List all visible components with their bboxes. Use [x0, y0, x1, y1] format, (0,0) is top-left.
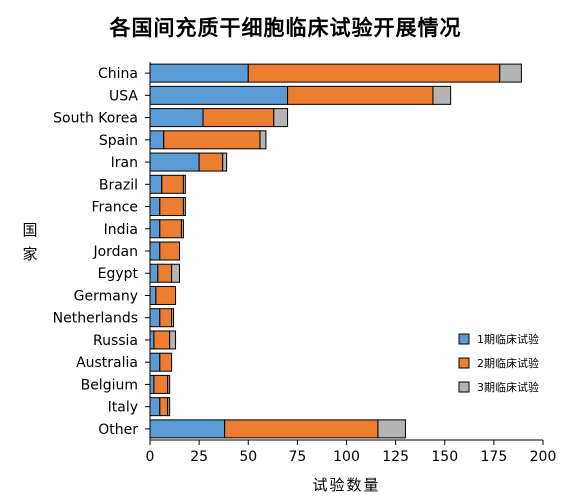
bar-france-phase2 — [159, 197, 184, 217]
bar-usa-phase3 — [432, 85, 452, 105]
x-tick-label: 100 — [333, 449, 360, 465]
x-tick-label: 0 — [146, 449, 155, 465]
legend-label: 1期临床试验 — [477, 332, 539, 346]
bar-egypt-phase1 — [149, 263, 159, 283]
bar-south-korea-phase2 — [202, 108, 275, 128]
bar-australia-phase1 — [149, 352, 161, 372]
bar-brazil-phase1 — [149, 174, 163, 194]
bar-jordan-phase2 — [159, 241, 180, 261]
bar-spain-phase1 — [149, 130, 165, 150]
bar-egypt-phase3 — [171, 263, 180, 283]
y-tick-label: China — [98, 66, 138, 82]
y-axis-label: 国家 — [22, 221, 38, 263]
bar-south-korea-phase1 — [149, 108, 204, 128]
x-tick-label: 200 — [530, 449, 557, 465]
bar-india-phase1 — [149, 219, 161, 239]
legend-label: 2期临床试验 — [477, 356, 539, 370]
x-tick-label: 75 — [288, 449, 306, 465]
bar-russia-phase2 — [153, 330, 171, 350]
bar-russia-phase1 — [149, 330, 155, 350]
bar-brazil-phase3 — [182, 174, 186, 194]
y-tick-label: South Korea — [53, 111, 138, 127]
y-tick-label: Belgium — [81, 377, 138, 393]
bar-spain-phase2 — [163, 130, 261, 150]
y-tick-label: Italy — [108, 400, 138, 416]
bars-layer — [149, 63, 522, 439]
bar-egypt-phase2 — [157, 263, 173, 283]
bar-germany-phase2 — [155, 285, 177, 305]
bar-france-phase3 — [182, 197, 186, 217]
bar-india-phase3 — [180, 219, 184, 239]
x-axis-label: 试验数量 — [312, 476, 381, 494]
x-tick-label: 175 — [481, 449, 508, 465]
legend-swatch — [458, 381, 470, 393]
y-tick-label: Russia — [93, 333, 138, 349]
bar-china-phase3 — [499, 63, 522, 83]
legend-swatch — [458, 333, 470, 345]
bar-other-phase3 — [377, 419, 406, 439]
bar-china-phase2 — [247, 63, 501, 83]
y-tick-label: Iran — [111, 155, 138, 171]
bar-other-phase1 — [149, 419, 226, 439]
y-tick-label: Brazil — [99, 177, 138, 193]
chart-title: 各国间充质干细胞临床试验开展情况 — [109, 16, 462, 40]
x-tick-label: 50 — [239, 449, 257, 465]
legend: 1期临床试验 2期临床试验 3期临床试验 — [458, 332, 539, 394]
bar-belgium-phase3 — [167, 374, 171, 394]
bar-netherlands-phase3 — [171, 308, 175, 328]
bar-iran-phase2 — [198, 152, 224, 172]
bar-italy-phase2 — [159, 397, 169, 417]
bar-russia-phase3 — [169, 330, 177, 350]
y-tick-label: Spain — [99, 133, 138, 149]
bar-italy-phase3 — [167, 397, 171, 417]
y-tick-label: Netherlands — [53, 311, 138, 327]
bar-netherlands-phase1 — [149, 308, 161, 328]
x-tick-label: 25 — [190, 449, 208, 465]
axes-layer: China USA South Korea Spain Iran Brazil France… — [53, 62, 557, 465]
y-tick-label: USA — [109, 88, 138, 104]
y-tick-label: Australia — [76, 355, 138, 371]
bar-iran-phase1 — [149, 152, 200, 172]
bar-usa-phase1 — [149, 85, 289, 105]
legend-swatch — [458, 357, 470, 369]
y-tick-label: Jordan — [92, 244, 138, 260]
bar-jordan-phase1 — [149, 241, 161, 261]
y-tick-label: France — [91, 200, 138, 216]
bar-australia-phase2 — [159, 352, 173, 372]
bar-iran-phase3 — [222, 152, 228, 172]
bar-other-phase2 — [224, 419, 379, 439]
bar-belgium-phase2 — [153, 374, 169, 394]
bar-netherlands-phase2 — [159, 308, 173, 328]
bar-spain-phase3 — [259, 130, 267, 150]
legend-label: 3期临床试验 — [477, 380, 539, 394]
x-tick-label: 125 — [382, 449, 409, 465]
bar-south-korea-phase3 — [273, 108, 289, 128]
bar-usa-phase2 — [287, 85, 434, 105]
y-tick-label: Egypt — [98, 266, 139, 282]
bar-france-phase1 — [149, 197, 161, 217]
bar-brazil-phase2 — [161, 174, 184, 194]
bar-belgium-phase1 — [149, 374, 155, 394]
y-tick-label: Other — [98, 422, 138, 438]
y-tick-label: Germany — [74, 288, 138, 304]
bar-india-phase2 — [159, 219, 182, 239]
bar-italy-phase1 — [149, 397, 161, 417]
x-tick-label: 150 — [431, 449, 458, 465]
y-tick-label: India — [104, 222, 138, 238]
bar-china-phase1 — [149, 63, 249, 83]
bar-germany-phase1 — [149, 285, 157, 305]
